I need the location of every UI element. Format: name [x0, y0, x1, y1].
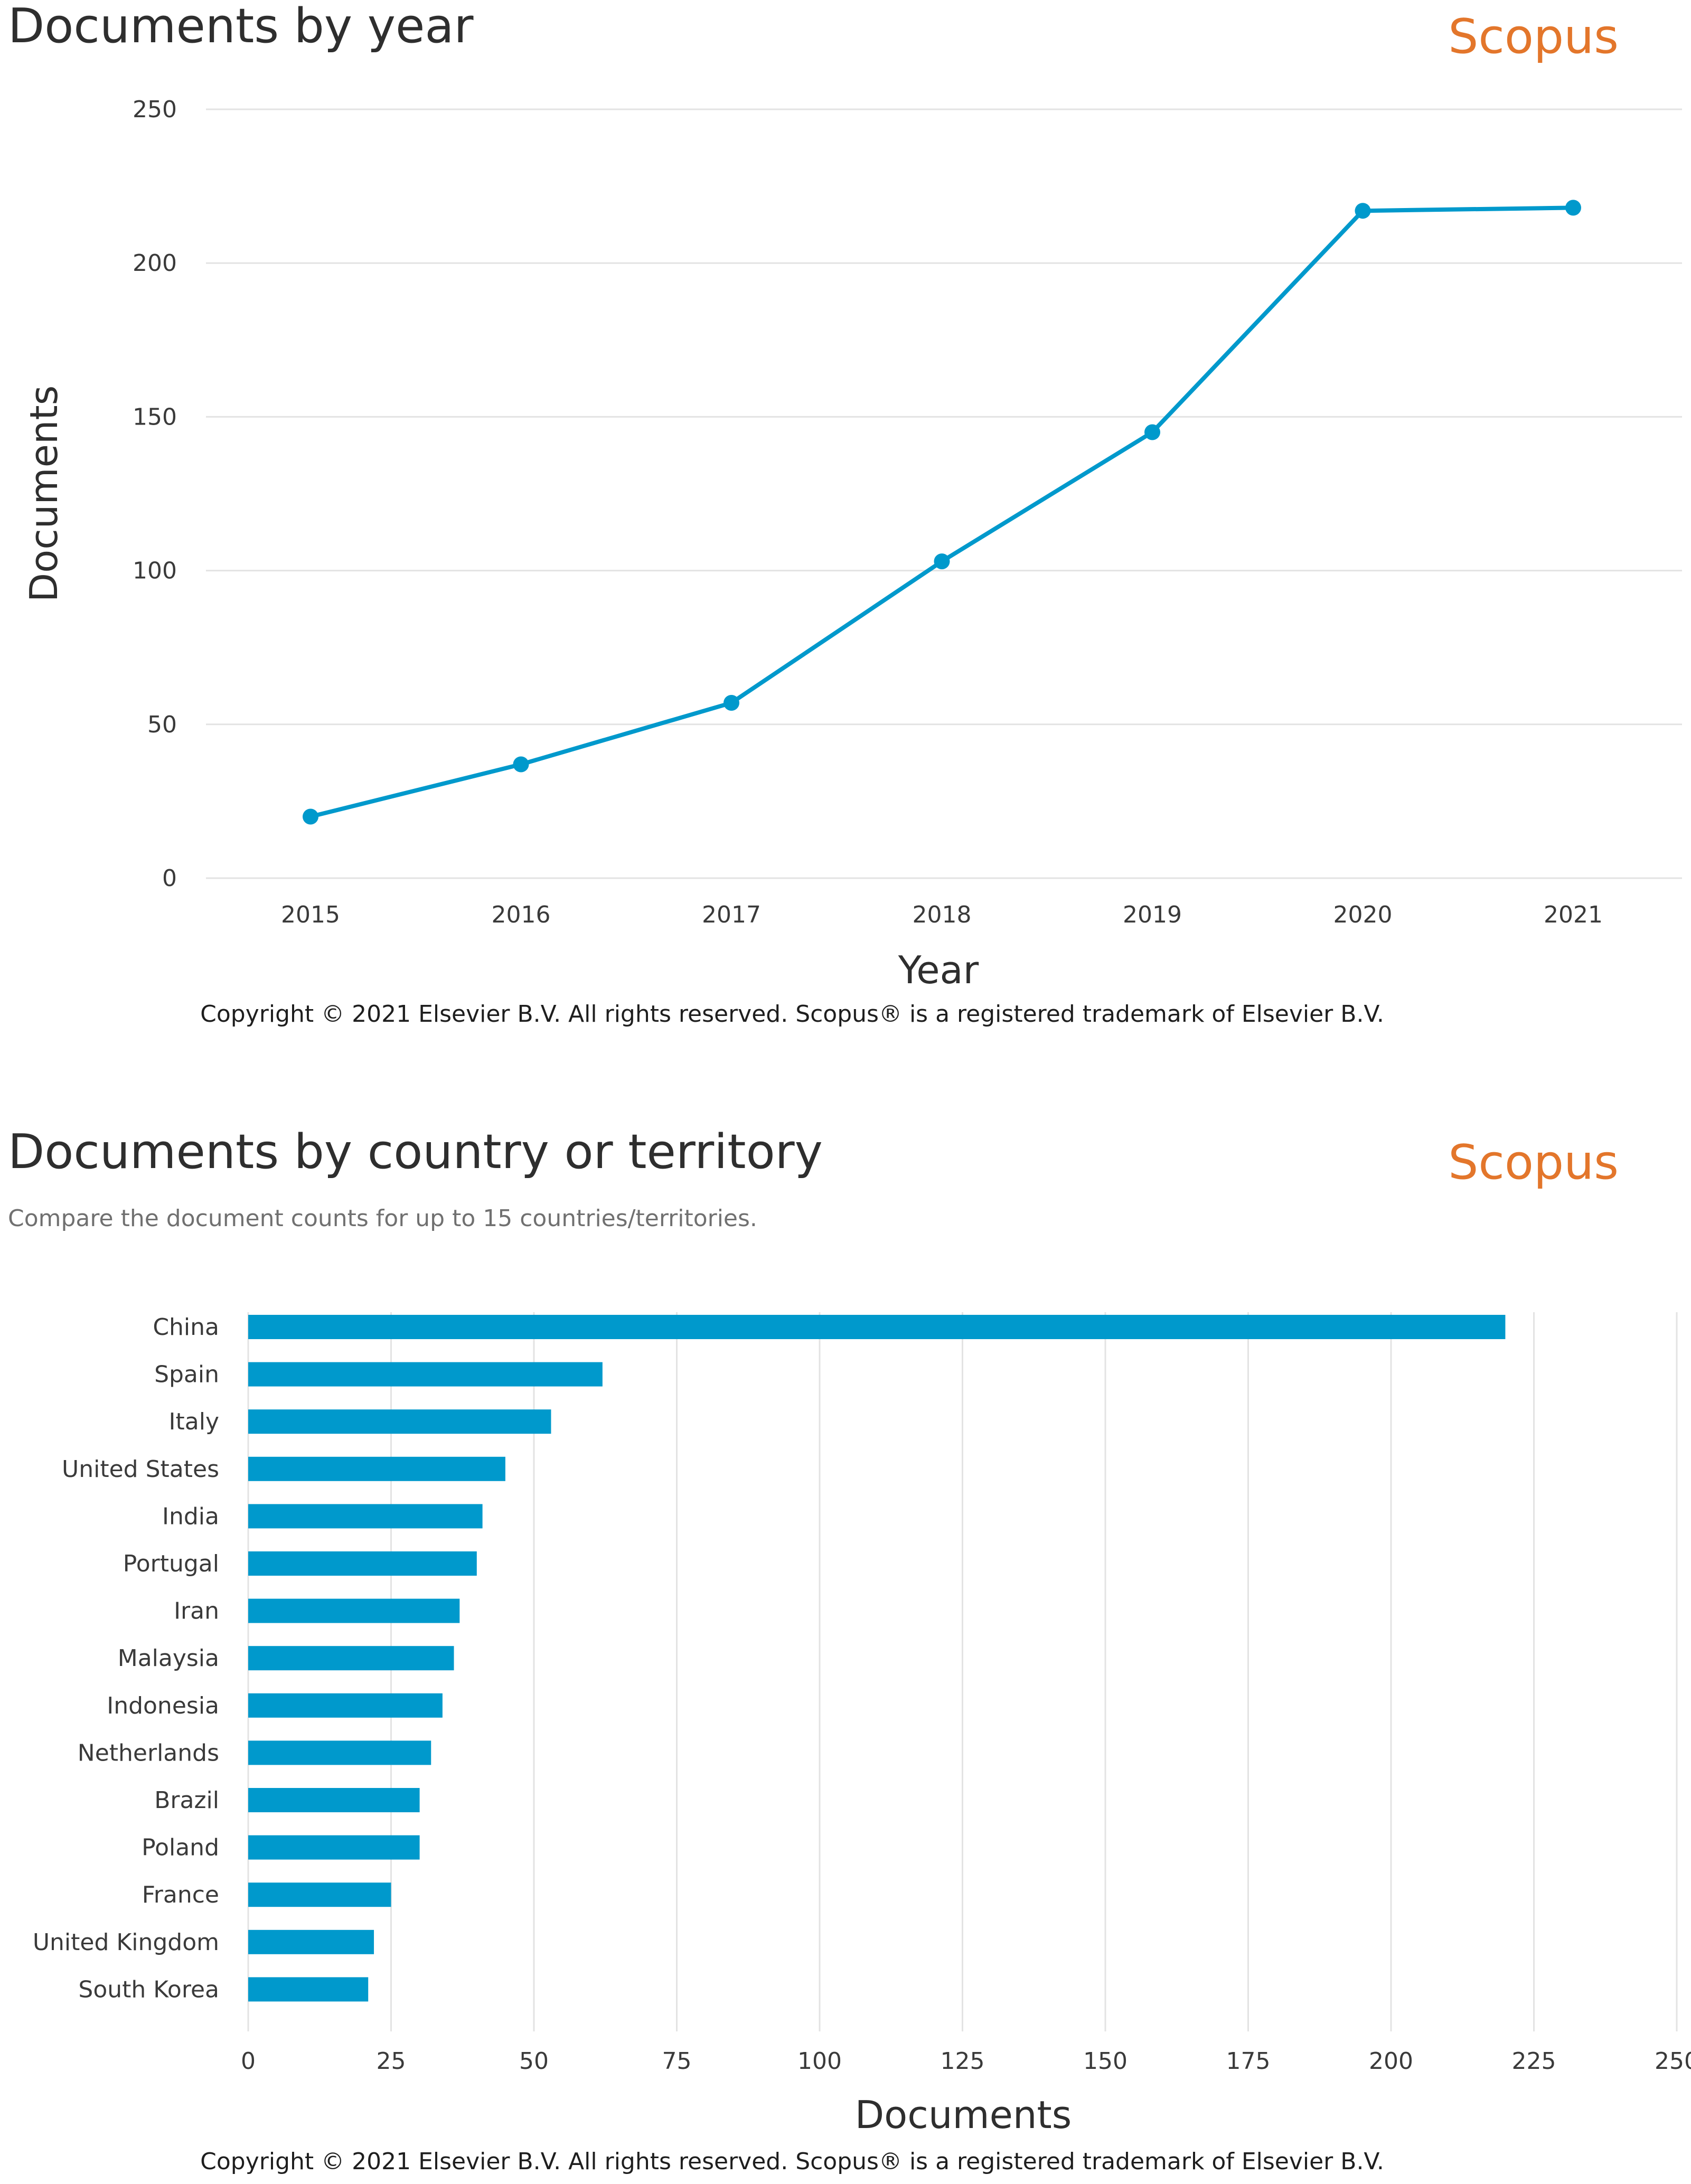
bar-category-label: Portugal [123, 1550, 219, 1577]
bar-category-label: Brazil [154, 1787, 219, 1814]
bar-category-label: Netherlands [78, 1739, 219, 1766]
bar-iran [248, 1598, 460, 1623]
bar-portugal [248, 1551, 477, 1576]
bar-category-label: Poland [142, 1834, 219, 1861]
scopus-logo: Scopus [1448, 9, 1619, 64]
bar-poland [248, 1835, 420, 1860]
bar-chart-x-axis-label: Documents [855, 2093, 1072, 2137]
bar-category-label: United States [62, 1456, 219, 1483]
line-point-2020 [1355, 203, 1371, 219]
bar-italy [248, 1409, 551, 1434]
bar-x-tick-label: 150 [1083, 2048, 1128, 2075]
bar-category-label: Italy [169, 1408, 219, 1435]
line-chart: Documents by year Scopus 0 50 100 150 200 250… [8, 0, 1682, 1028]
line-chart-x-ticks: 2015 2016 2017 2018 2019 2020 2021 [281, 901, 1603, 928]
line-y-tick-label: 0 [162, 865, 177, 892]
bar-chart-bars [248, 1315, 1506, 2002]
bar-netherlands [248, 1740, 431, 1765]
line-x-tick-label: 2021 [1544, 901, 1603, 928]
bar-x-tick-label: 75 [662, 2048, 692, 2075]
bar-china [248, 1315, 1506, 1339]
bar-category-label: United Kingdom [33, 1929, 219, 1956]
scopus-logo: Scopus [1448, 1135, 1619, 1190]
line-x-tick-label: 2015 [281, 901, 340, 928]
bar-chart: Documents by country or territory Scopus… [8, 1124, 1691, 2175]
line-point-2017 [724, 695, 739, 711]
bar-category-label: India [162, 1503, 219, 1530]
line-x-tick-label: 2017 [702, 901, 761, 928]
bar-brazil [248, 1788, 420, 1812]
bar-x-tick-label: 0 [241, 2048, 256, 2075]
line-point-2016 [513, 756, 529, 773]
line-point-2015 [303, 808, 318, 825]
line-y-tick-label: 100 [133, 558, 177, 585]
bar-x-tick-label: 200 [1369, 2048, 1413, 2075]
line-point-2018 [934, 553, 950, 570]
bar-indonesia [248, 1693, 443, 1718]
line-chart-y-ticks: 0 50 100 150 200 250 [133, 96, 177, 892]
line-chart-points [303, 200, 1581, 825]
bar-india [248, 1504, 483, 1529]
bar-united-states [248, 1456, 505, 1481]
bar-chart-copyright: Copyright © 2021 Elsevier B.V. All right… [200, 2148, 1384, 2175]
bar-chart-subtitle: Compare the document counts for up to 15… [8, 1205, 757, 1232]
line-y-tick-label: 200 [133, 250, 177, 277]
bar-category-label: South Korea [78, 1976, 219, 2003]
bar-france [248, 1882, 391, 1907]
line-x-tick-label: 2018 [913, 901, 972, 928]
bar-united-kingdom [248, 1929, 374, 1954]
bar-category-label: Spain [154, 1361, 219, 1388]
bar-x-tick-label: 225 [1512, 2048, 1556, 2075]
bar-chart-x-ticks: 0 25 50 75 100 125 150 175 200 225 250 [241, 2048, 1691, 2075]
bar-chart-title: Documents by country or territory [8, 1124, 823, 1180]
bar-x-tick-label: 175 [1226, 2048, 1271, 2075]
bar-spain [248, 1362, 603, 1387]
line-chart-x-axis-label: Year [898, 948, 979, 992]
bar-category-label: Malaysia [118, 1645, 219, 1672]
line-y-tick-label: 250 [133, 96, 177, 123]
line-point-2019 [1144, 424, 1160, 440]
line-chart-title: Documents by year [8, 0, 474, 54]
bar-malaysia [248, 1646, 454, 1671]
bar-x-tick-label: 25 [377, 2048, 406, 2075]
bar-chart-category-labels: China Spain Italy United States India Portuga… [33, 1314, 219, 2003]
line-chart-y-axis-label: Documents [22, 385, 66, 603]
line-chart-gridlines [206, 108, 1682, 879]
line-x-tick-label: 2020 [1333, 901, 1393, 928]
line-y-tick-label: 50 [147, 711, 177, 738]
bar-x-tick-label: 50 [519, 2048, 549, 2075]
bar-x-tick-label: 250 [1655, 2048, 1691, 2075]
bar-category-label: Indonesia [107, 1692, 219, 1719]
bar-south-korea [248, 1977, 369, 2002]
bar-x-tick-label: 100 [797, 2048, 842, 2075]
line-point-2021 [1565, 200, 1581, 216]
line-y-tick-label: 150 [133, 403, 177, 430]
line-series [310, 205, 1574, 819]
bar-category-label: France [142, 1881, 219, 1908]
bar-category-label: Iran [174, 1598, 219, 1625]
line-chart-copyright: Copyright © 2021 Elsevier B.V. All right… [200, 1001, 1384, 1028]
bar-category-label: China [153, 1314, 219, 1341]
line-x-tick-label: 2016 [492, 901, 551, 928]
bar-chart-gridlines [247, 1312, 1678, 2031]
line-x-tick-label: 2019 [1123, 901, 1182, 928]
bar-x-tick-label: 125 [941, 2048, 985, 2075]
